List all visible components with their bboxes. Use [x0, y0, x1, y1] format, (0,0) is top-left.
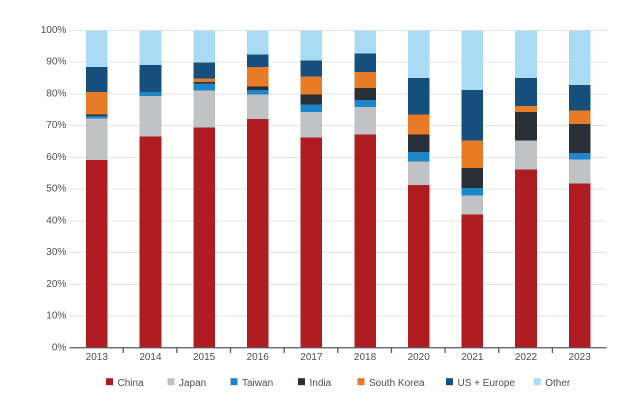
svg-text:2018: 2018	[354, 352, 377, 363]
svg-text:China: China	[118, 378, 145, 389]
svg-text:60%: 60%	[46, 152, 66, 163]
svg-text:30%: 30%	[46, 247, 66, 258]
svg-text:2023: 2023	[569, 352, 592, 363]
svg-text:2022: 2022	[515, 352, 538, 363]
svg-text:80%: 80%	[46, 88, 66, 99]
svg-text:70%: 70%	[46, 120, 66, 131]
svg-text:20%: 20%	[46, 279, 66, 290]
svg-text:Taiwan: Taiwan	[242, 378, 273, 389]
svg-text:90%: 90%	[46, 57, 66, 68]
svg-text:2015: 2015	[193, 352, 216, 363]
svg-text:50%: 50%	[46, 184, 66, 195]
svg-text:2014: 2014	[139, 352, 162, 363]
svg-text:India: India	[310, 378, 332, 389]
svg-text:100%: 100%	[41, 25, 67, 36]
svg-text:Japan: Japan	[179, 378, 206, 389]
svg-text:40%: 40%	[46, 215, 66, 226]
svg-text:2021: 2021	[461, 352, 484, 363]
svg-text:0%: 0%	[52, 342, 67, 353]
svg-text:2013: 2013	[86, 352, 109, 363]
svg-text:10%: 10%	[46, 311, 66, 322]
svg-text:2017: 2017	[300, 352, 323, 363]
svg-text:Other: Other	[545, 378, 571, 389]
svg-text:South Korea: South Korea	[369, 378, 425, 389]
svg-text:US + Europe: US + Europe	[458, 378, 516, 389]
svg-text:2020: 2020	[408, 352, 431, 363]
svg-text:2016: 2016	[247, 352, 270, 363]
